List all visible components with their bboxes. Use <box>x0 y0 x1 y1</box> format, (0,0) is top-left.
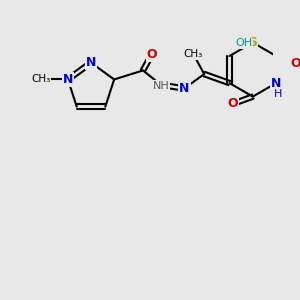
Text: N: N <box>63 73 73 86</box>
Text: O: O <box>291 57 300 70</box>
Text: H: H <box>274 89 282 99</box>
Text: N: N <box>86 56 96 69</box>
Text: CH₃: CH₃ <box>184 49 203 59</box>
Text: OH: OH <box>235 38 252 48</box>
Text: CH₃: CH₃ <box>31 74 50 85</box>
Text: NH: NH <box>153 81 169 91</box>
Text: O: O <box>228 97 238 110</box>
Text: O: O <box>147 48 157 61</box>
Text: S: S <box>248 36 257 49</box>
Text: N: N <box>179 82 190 95</box>
Text: N: N <box>271 76 281 90</box>
